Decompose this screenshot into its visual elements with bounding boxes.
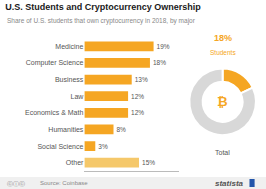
svg-text:U.S. Students and Cryptocurren: U.S. Students and Cryptocurrency Ownersh… [5, 2, 201, 12]
svg-text:3%: 3% [98, 143, 108, 150]
svg-text:13%: 13% [135, 76, 148, 83]
svg-text:Total: Total [215, 149, 230, 156]
svg-text:Law: Law [71, 93, 85, 100]
svg-text:Other: Other [66, 159, 84, 166]
svg-text:Business: Business [55, 76, 84, 83]
svg-text:statista: statista [215, 179, 244, 188]
svg-text:12%: 12% [131, 93, 144, 100]
svg-text:₿: ₿ [217, 94, 228, 109]
svg-text:Economics & Math: Economics & Math [25, 109, 83, 116]
svg-text:ⓒⓘⓒ: ⓒⓘⓒ [7, 180, 25, 187]
svg-text:Share of U.S. students that ow: Share of U.S. students that own cryptocu… [7, 17, 196, 25]
svg-text:18%: 18% [153, 59, 166, 66]
svg-text:15%: 15% [142, 159, 155, 166]
svg-text:8%: 8% [117, 126, 127, 133]
svg-text:19%: 19% [157, 43, 170, 50]
svg-text:Computer Science: Computer Science [26, 59, 84, 67]
svg-text:Source: Coinbase: Source: Coinbase [40, 180, 88, 186]
svg-text:18%: 18% [214, 33, 232, 43]
svg-text:12%: 12% [131, 109, 144, 116]
svg-text:Social Science: Social Science [37, 143, 83, 150]
svg-text:Students: Students [210, 49, 236, 56]
svg-text:Medicine: Medicine [55, 43, 83, 50]
svg-text:Humanities: Humanities [48, 126, 84, 133]
